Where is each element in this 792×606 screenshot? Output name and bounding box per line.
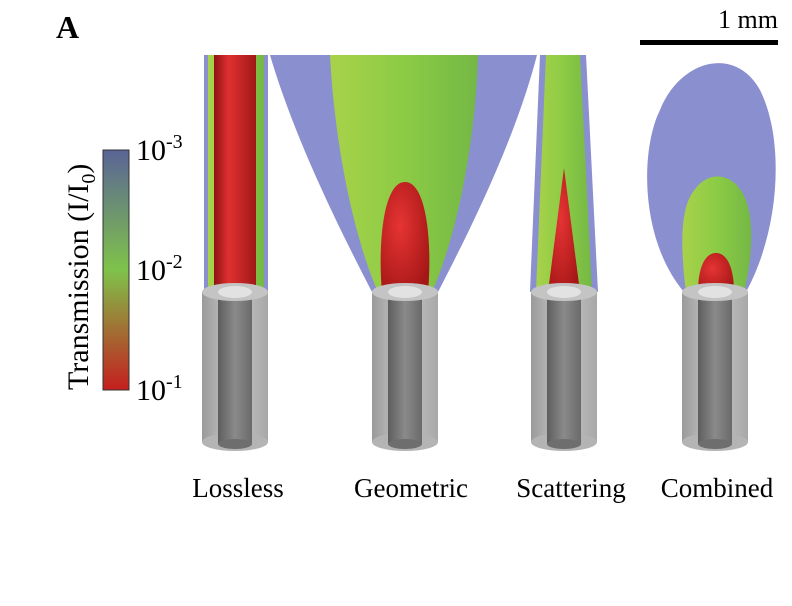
fiber-core-bottom bbox=[698, 439, 732, 449]
fiber-core-bottom bbox=[218, 439, 252, 449]
fiber-combined bbox=[682, 283, 748, 451]
colorbar-tick-label: 10-1 bbox=[136, 371, 183, 407]
red-region bbox=[548, 168, 580, 292]
fiber-geometric bbox=[372, 283, 438, 451]
scale-bar-label: 1 mm bbox=[718, 5, 778, 34]
label-scattering: Scattering bbox=[516, 473, 625, 503]
probe-combined bbox=[647, 63, 776, 293]
colorbar-title: Transmission (I/I0) bbox=[62, 164, 100, 390]
red-region bbox=[698, 253, 734, 292]
fiber-core-face bbox=[698, 286, 732, 298]
fiber-core-bottom bbox=[547, 439, 581, 449]
fiber-core-bottom bbox=[388, 439, 422, 449]
colorbar-tick-label: 10-3 bbox=[136, 131, 183, 167]
label-lossless: Lossless bbox=[192, 473, 284, 503]
fiber-core bbox=[388, 292, 422, 444]
panel-letter: A bbox=[56, 9, 79, 45]
probe-geometric bbox=[270, 55, 537, 292]
fiber-scattering bbox=[531, 283, 597, 451]
green-region bbox=[682, 176, 752, 292]
probe-lossless bbox=[204, 55, 268, 295]
colorbar: Transmission (I/I0) 10-3 10-2 10-1 bbox=[62, 131, 183, 407]
fiber-core-face bbox=[218, 286, 252, 298]
scale-bar: 1 mm bbox=[640, 5, 778, 45]
label-geometric: Geometric bbox=[354, 473, 468, 503]
red-region bbox=[380, 182, 430, 292]
fiber-core bbox=[547, 292, 581, 444]
probe-scattering bbox=[530, 55, 598, 292]
green-region bbox=[330, 55, 478, 292]
fiber-core-face bbox=[547, 286, 581, 298]
fiber-core-face bbox=[388, 286, 422, 298]
colorbar-tick-label: 10-2 bbox=[136, 251, 183, 287]
fiber-core bbox=[698, 292, 732, 444]
scale-bar-line bbox=[640, 40, 778, 45]
colorbar-gradient bbox=[102, 149, 130, 391]
label-combined: Combined bbox=[661, 473, 774, 503]
fiber-lossless bbox=[202, 283, 268, 451]
red-region bbox=[214, 55, 256, 295]
fiber-core bbox=[218, 292, 252, 444]
